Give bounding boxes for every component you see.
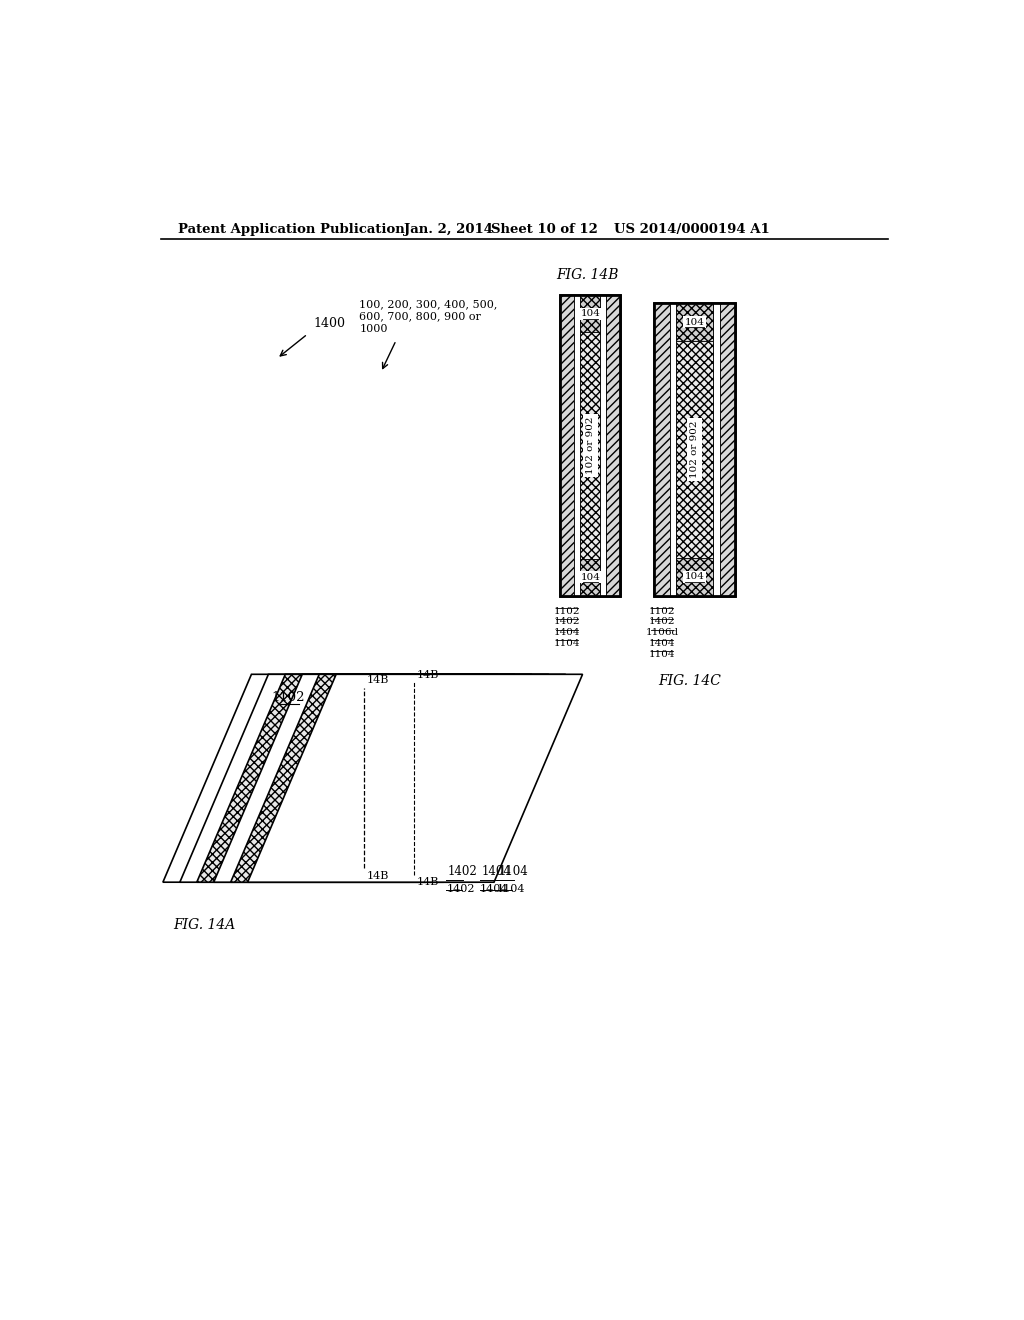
- Bar: [720, 304, 735, 595]
- Bar: [581, 296, 600, 333]
- Text: 102 or 902: 102 or 902: [690, 421, 699, 478]
- Polygon shape: [180, 675, 515, 882]
- Bar: [581, 333, 600, 558]
- Bar: [606, 296, 621, 595]
- Text: 14B: 14B: [367, 675, 388, 685]
- Text: 104: 104: [581, 573, 600, 582]
- Polygon shape: [248, 675, 583, 882]
- Text: 1402: 1402: [554, 618, 581, 626]
- Polygon shape: [197, 675, 531, 882]
- Bar: [713, 304, 720, 595]
- Text: 104: 104: [581, 309, 600, 318]
- Bar: [677, 341, 713, 558]
- Text: Jan. 2, 2014: Jan. 2, 2014: [403, 223, 493, 236]
- Text: 1106d: 1106d: [645, 628, 679, 638]
- Text: 1104: 1104: [497, 884, 525, 894]
- Text: 1000: 1000: [359, 323, 388, 334]
- Bar: [560, 296, 574, 595]
- Text: 1402: 1402: [446, 884, 475, 894]
- Bar: [560, 296, 621, 595]
- Text: 600, 700, 800, 900 or: 600, 700, 800, 900 or: [359, 312, 481, 322]
- Bar: [677, 558, 713, 595]
- Text: FIG. 14C: FIG. 14C: [658, 675, 721, 688]
- Text: 14B: 14B: [416, 669, 438, 680]
- Bar: [677, 304, 713, 341]
- Bar: [560, 296, 621, 595]
- Text: 1102: 1102: [271, 690, 305, 704]
- Polygon shape: [163, 675, 498, 882]
- Bar: [581, 558, 600, 595]
- Text: 1404: 1404: [648, 639, 675, 648]
- Text: 1404: 1404: [480, 884, 509, 894]
- Bar: [574, 296, 581, 595]
- Text: FIG. 14A: FIG. 14A: [173, 917, 236, 932]
- Text: FIG. 14B: FIG. 14B: [556, 268, 618, 281]
- Text: 1402: 1402: [648, 618, 675, 626]
- Text: 1400: 1400: [313, 317, 345, 330]
- Bar: [600, 296, 606, 595]
- Polygon shape: [214, 675, 549, 882]
- Text: 1404: 1404: [481, 865, 512, 878]
- Text: 1102: 1102: [554, 607, 581, 615]
- Polygon shape: [230, 675, 565, 882]
- Bar: [654, 304, 735, 595]
- Text: 1104: 1104: [648, 649, 675, 659]
- Text: Patent Application Publication: Patent Application Publication: [178, 223, 406, 236]
- Text: 1104: 1104: [499, 865, 528, 878]
- Text: 1104: 1104: [554, 639, 581, 648]
- Bar: [670, 304, 677, 595]
- Text: 1402: 1402: [447, 865, 477, 878]
- Text: 14B: 14B: [367, 871, 388, 882]
- Bar: [654, 304, 670, 595]
- Bar: [654, 304, 735, 595]
- Text: 104: 104: [685, 573, 705, 581]
- Text: 1102: 1102: [648, 607, 675, 615]
- Text: 102 or 902: 102 or 902: [586, 417, 595, 474]
- Text: 100, 200, 300, 400, 500,: 100, 200, 300, 400, 500,: [359, 300, 498, 309]
- Text: Sheet 10 of 12: Sheet 10 of 12: [490, 223, 598, 236]
- Text: 14B: 14B: [416, 876, 438, 887]
- Text: 1404: 1404: [554, 628, 581, 638]
- Text: US 2014/0000194 A1: US 2014/0000194 A1: [614, 223, 770, 236]
- Text: 104: 104: [685, 318, 705, 326]
